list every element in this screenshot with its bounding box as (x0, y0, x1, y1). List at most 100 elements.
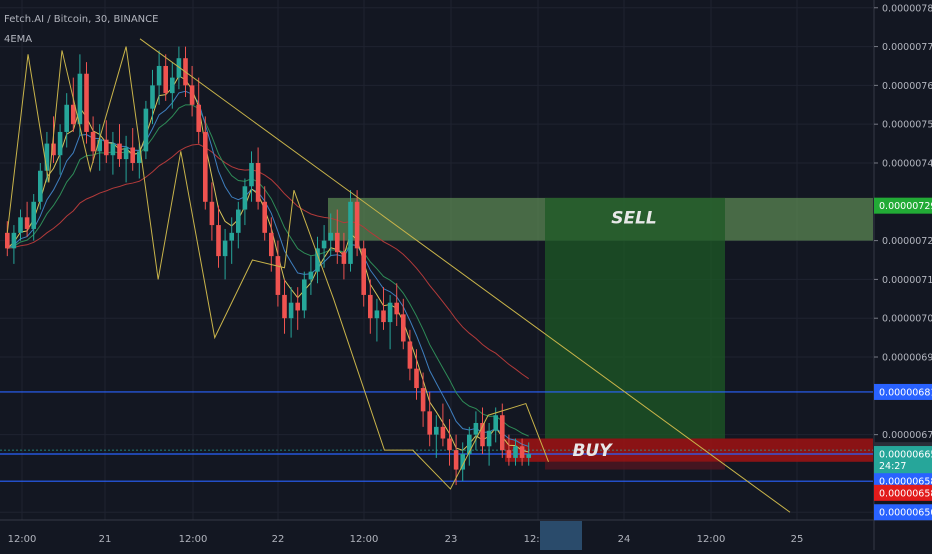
candle-body (519, 446, 525, 458)
candle-body (414, 368, 419, 389)
candle-body (269, 232, 274, 257)
candle-body (460, 454, 465, 470)
x-tick-label: 12:00 (697, 534, 726, 545)
candle-body (506, 450, 512, 458)
price-badge-label: 0.00000681 (879, 387, 932, 398)
candle-body (328, 232, 333, 241)
candle-body (282, 294, 287, 319)
candle-body (84, 73, 89, 132)
price-badge (874, 457, 932, 474)
candle-body (64, 104, 69, 132)
candle-body (222, 240, 228, 257)
candle-body (526, 454, 531, 458)
price-badge-label: 0.00000650 (879, 508, 932, 519)
price-badge (874, 197, 932, 214)
candle-body (440, 426, 446, 439)
candle-body (189, 85, 195, 105)
candle-body (150, 85, 155, 109)
time-axis-marker (540, 521, 582, 550)
candle-body (123, 147, 129, 160)
candle-body (44, 143, 50, 171)
candle-body (262, 201, 267, 233)
candle-body (242, 186, 248, 210)
x-tick-label: 25 (791, 534, 804, 545)
x-tick-label: 12:00 (179, 534, 208, 545)
candle-body (236, 209, 241, 233)
candle-body (143, 108, 149, 152)
candle-body (354, 201, 360, 249)
x-tick-label: 12:00 (8, 534, 37, 545)
candle-body (341, 252, 347, 264)
candle-body (216, 225, 221, 257)
zone-layer (328, 197, 873, 470)
ema-yellow (6, 75, 529, 453)
x-tick-label: 23 (445, 534, 458, 545)
zigzag-pattern (6, 46, 549, 490)
candle-body (104, 139, 109, 156)
candle-body (249, 162, 254, 187)
candle-body (203, 131, 208, 202)
indicator-label: 4EMA (4, 34, 33, 45)
candle-body (77, 73, 83, 125)
candle-body (302, 279, 307, 311)
candle-body (31, 201, 36, 229)
buy-stop-box (545, 461, 725, 470)
candle-body (407, 341, 413, 369)
candle-body (467, 434, 472, 455)
sell-label: SELL (611, 208, 657, 228)
candle-body (420, 388, 426, 412)
candle-body (24, 217, 30, 229)
descending-trendline[interactable] (139, 38, 791, 513)
candle-body (57, 131, 63, 156)
price-badge (874, 504, 932, 521)
candle-body (209, 201, 215, 226)
candle-body (156, 65, 162, 86)
candle-body (11, 232, 17, 249)
candle-body (374, 310, 380, 319)
candle-body (18, 217, 23, 233)
x-tick-label: 24 (618, 534, 631, 545)
candle-body (513, 446, 518, 458)
candle-body (368, 294, 373, 319)
candle-body (110, 143, 116, 156)
price-badge-label: 0.00000665 (879, 450, 932, 461)
symbol-title: Fetch.AI / Bitcoin, 30, BINANCE (4, 14, 159, 25)
candle-body (295, 302, 300, 311)
candle-body (71, 104, 76, 125)
candle-body (255, 162, 261, 202)
candle-body (97, 139, 102, 152)
candle-body (401, 314, 406, 342)
candle-body (137, 151, 142, 163)
candle-body (361, 248, 366, 295)
candle-body (176, 58, 182, 78)
price-badge-label: 0.00000658 (879, 477, 932, 488)
price-badge-label: 0.00000658 (879, 488, 932, 499)
candle-body (90, 131, 96, 152)
candle-body (315, 248, 320, 272)
x-tick-label: 21 (99, 534, 112, 545)
candle-body (480, 422, 485, 447)
x-tick-label: 12:00 (524, 534, 553, 545)
price-badge-label: 24:27 (879, 461, 906, 472)
ema-red (7, 143, 529, 380)
candle-body (308, 271, 314, 280)
candle-body (473, 422, 479, 435)
candle-body (493, 415, 498, 431)
candle-body (5, 232, 10, 249)
candle-body (447, 438, 452, 451)
candle-body (51, 143, 56, 156)
candle-body (453, 450, 459, 470)
candle-body (275, 256, 281, 295)
candle-body (117, 143, 122, 160)
